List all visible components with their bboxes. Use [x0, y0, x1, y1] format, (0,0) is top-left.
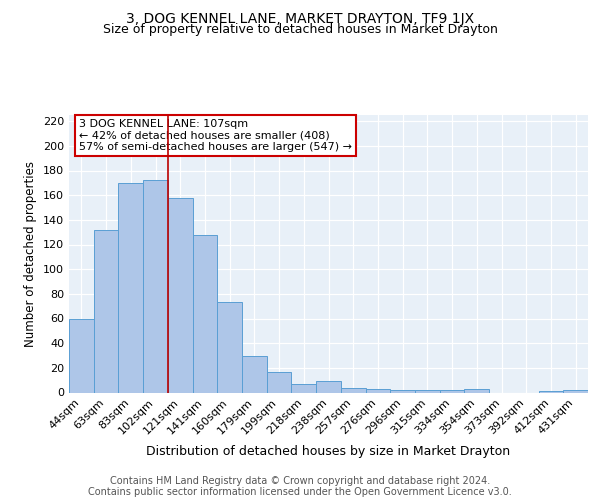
Bar: [563, 390, 588, 392]
X-axis label: Distribution of detached houses by size in Market Drayton: Distribution of detached houses by size …: [146, 444, 511, 458]
Text: 3 DOG KENNEL LANE: 107sqm
← 42% of detached houses are smaller (408)
57% of semi: 3 DOG KENNEL LANE: 107sqm ← 42% of detac…: [79, 119, 352, 152]
Bar: [440, 390, 464, 392]
Bar: [390, 390, 415, 392]
Y-axis label: Number of detached properties: Number of detached properties: [25, 161, 37, 347]
Bar: [217, 302, 242, 392]
Bar: [168, 198, 193, 392]
Bar: [193, 234, 217, 392]
Bar: [464, 389, 489, 392]
Bar: [365, 389, 390, 392]
Bar: [69, 318, 94, 392]
Bar: [242, 356, 267, 393]
Bar: [143, 180, 168, 392]
Text: Contains HM Land Registry data © Crown copyright and database right 2024.: Contains HM Land Registry data © Crown c…: [110, 476, 490, 486]
Bar: [415, 390, 440, 392]
Bar: [94, 230, 118, 392]
Text: 3, DOG KENNEL LANE, MARKET DRAYTON, TF9 1JX: 3, DOG KENNEL LANE, MARKET DRAYTON, TF9 …: [126, 12, 474, 26]
Text: Contains public sector information licensed under the Open Government Licence v3: Contains public sector information licen…: [88, 487, 512, 497]
Bar: [267, 372, 292, 392]
Bar: [292, 384, 316, 392]
Bar: [316, 382, 341, 392]
Bar: [118, 183, 143, 392]
Text: Size of property relative to detached houses in Market Drayton: Size of property relative to detached ho…: [103, 24, 497, 36]
Bar: [341, 388, 365, 392]
